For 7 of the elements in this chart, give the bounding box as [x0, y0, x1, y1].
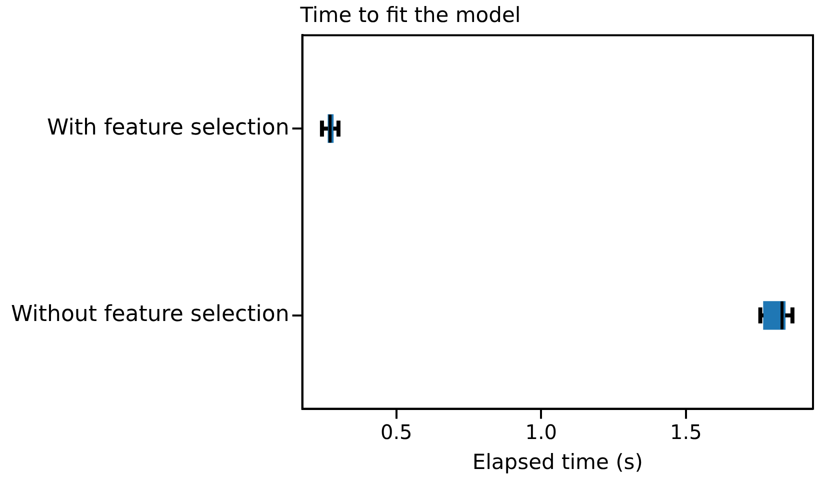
- x-tick-label: 0.5: [380, 420, 412, 444]
- y-tick-label: Without feature selection: [10, 302, 290, 328]
- chart-title: Time to fit the model: [299, 3, 521, 28]
- x-tick-label: 1.0: [525, 420, 558, 444]
- y-tick-label: With feature selection: [47, 115, 290, 140]
- x-tick-label: 1.5: [670, 420, 702, 444]
- x-axis-title: Elapsed time (s): [472, 450, 643, 474]
